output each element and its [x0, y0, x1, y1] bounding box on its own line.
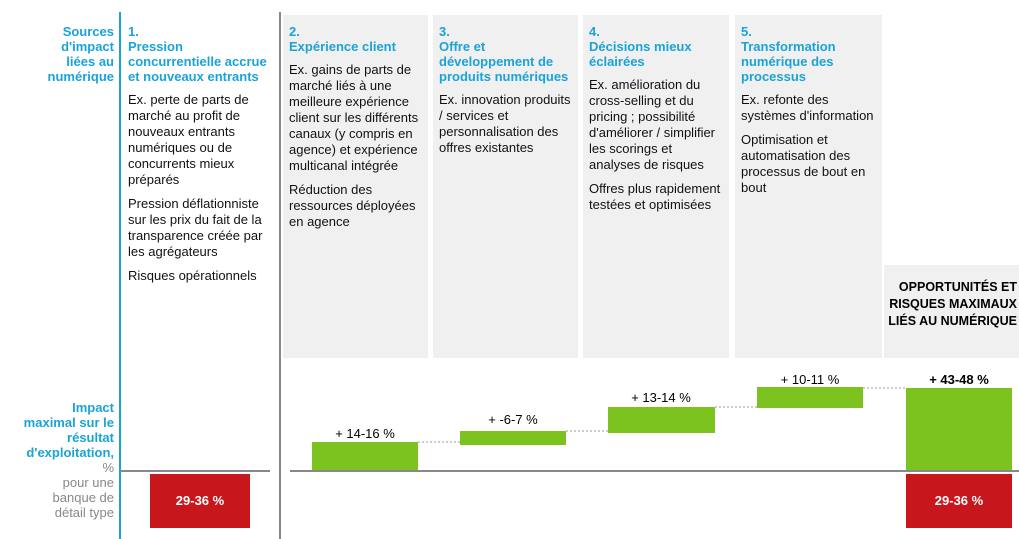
column-title: Expérience client	[289, 39, 396, 54]
column-text: Ex. gains de parts de marché liés à une …	[289, 62, 419, 173]
column: 4. Décisions mieux éclairées Ex. améliorat…	[583, 15, 729, 358]
impact-header: Impact maximal sur le résultat d'exploit…	[20, 400, 114, 520]
column-text: Ex. refonte des systèmes d'information	[741, 92, 874, 123]
bar	[460, 431, 566, 445]
column-title: Transformation numérique des processus	[741, 39, 836, 84]
bar	[312, 442, 418, 470]
column-text: Ex. innovation produits / services et pe…	[439, 92, 571, 155]
column-title: Pression concurrentielle accrue et nouve…	[128, 39, 267, 84]
column-text: Ex. perte de parts de marché au profit d…	[128, 92, 249, 187]
column-title: Offre et développement de produits numér…	[439, 39, 569, 84]
risk-bar	[150, 474, 250, 528]
column-text: Offres plus rapidement testées et optimi…	[589, 181, 721, 212]
column: 2. Expérience client Ex. gains de parts de…	[283, 15, 428, 358]
column: 3. Offre et développement de produits num…	[433, 15, 578, 358]
bar-label: + 10-11 %	[781, 372, 840, 387]
risk-label: 29-36 %	[176, 493, 225, 508]
impact-unit: %	[102, 460, 114, 475]
summary-title: OPPORTUNITÉS ET RISQUES MAXIMAUX LIÉS AU…	[888, 280, 1017, 328]
column: 5. Transformation numérique des processus…	[735, 15, 882, 358]
column-title: Décisions mieux éclairées	[589, 39, 692, 69]
bar-label: + 14-16 %	[335, 426, 395, 441]
column-number: 5.	[741, 24, 752, 39]
row-header: Sources d'impact liées au numérique	[47, 24, 114, 84]
bar	[757, 387, 863, 408]
column-text: Ex. amélioration du cross-selling et du …	[589, 77, 716, 172]
impact-note: pour une banque de détail type	[52, 475, 114, 520]
impact-title: Impact maximal sur le résultat d'exploit…	[23, 400, 114, 460]
total-bar	[906, 388, 1012, 470]
divider	[119, 12, 121, 539]
divider	[279, 12, 281, 539]
bar-label: + -6-7 %	[488, 412, 538, 427]
total-label: + 43-48 %	[929, 372, 989, 387]
bar-label: + 13-14 %	[631, 390, 691, 405]
bar	[608, 407, 715, 433]
column-number: 4.	[589, 24, 600, 39]
risk-label: 29-36 %	[935, 493, 984, 508]
column-number: 2.	[289, 24, 300, 39]
column-text: Optimisation et automatisation des proce…	[741, 132, 866, 195]
column-text: Pression déflationniste sur les prix du …	[128, 196, 263, 259]
column-text: Réduction des ressources déployées en ag…	[289, 182, 416, 229]
column: 1. Pression concurrentielle accrue et nou…	[122, 15, 278, 358]
risk-bar	[906, 474, 1012, 528]
column-text: Risques opérationnels	[128, 268, 257, 283]
column-number: 1.	[128, 24, 139, 39]
summary-panel: OPPORTUNITÉS ET RISQUES MAXIMAUX LIÉS AU…	[884, 265, 1019, 358]
column-number: 3.	[439, 24, 450, 39]
